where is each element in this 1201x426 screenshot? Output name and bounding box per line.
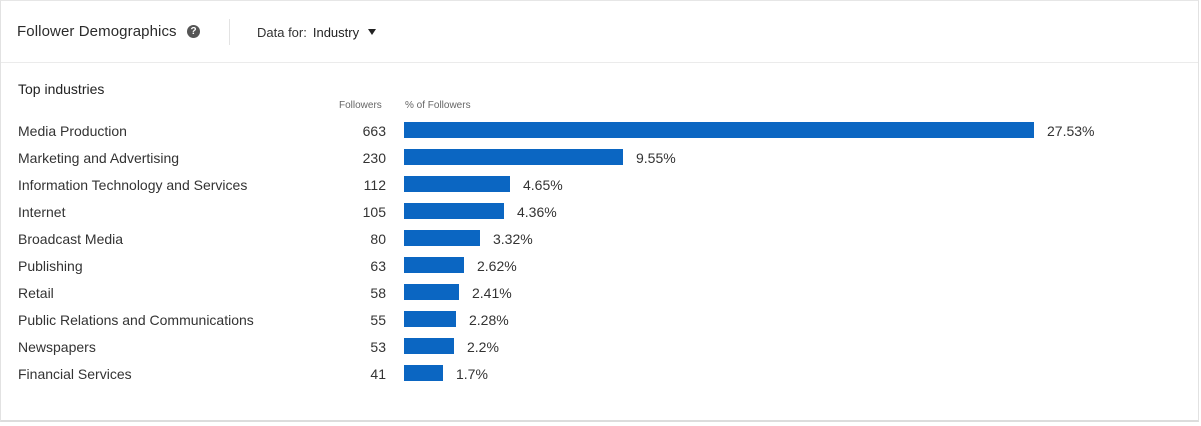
section-title: Top industries — [18, 81, 105, 97]
industry-name: Media Production — [18, 123, 127, 139]
data-for-label: Data for: — [257, 25, 307, 40]
industry-name: Marketing and Advertising — [18, 150, 180, 166]
header-divider — [229, 19, 230, 45]
data-for-value: Industry — [312, 25, 360, 40]
table-row: Retail 58 2.41% — [1, 284, 1200, 311]
table-row: Internet 105 4.36% — [1, 203, 1200, 230]
table-row: Broadcast Media 80 3.32% — [1, 230, 1200, 257]
industry-name: Financial Services — [18, 366, 132, 382]
industry-name: Information Technology and Services — [18, 177, 248, 193]
percent-label: 4.36% — [517, 204, 557, 220]
percent-bar — [404, 257, 464, 273]
percent-bar — [404, 338, 454, 354]
table-row: Marketing and Advertising 230 9.55% — [1, 149, 1200, 176]
help-icon[interactable]: ? — [187, 25, 200, 38]
percent-bar — [404, 176, 510, 192]
percent-label: 2.28% — [469, 312, 509, 328]
percent-label: 2.2% — [467, 339, 499, 355]
panel-header: Follower Demographics ? Data for: Indust… — [1, 1, 1198, 63]
follower-count: 663 — [362, 123, 386, 139]
percent-bar — [404, 284, 459, 300]
follower-count: 55 — [370, 312, 386, 328]
percent-bar — [404, 311, 456, 327]
industry-name: Retail — [18, 285, 54, 301]
percent-bar — [404, 203, 504, 219]
table-row: Financial Services 41 1.7% — [1, 365, 1200, 392]
table-row: Public Relations and Communications 55 2.2… — [1, 311, 1200, 338]
caret-down-icon — [368, 28, 377, 35]
table-row: Information Technology and Services 112 4.… — [1, 176, 1200, 203]
column-header-followers: Followers — [339, 100, 382, 111]
follower-count: 53 — [370, 339, 386, 355]
percent-bar — [404, 122, 1034, 138]
percent-label: 1.7% — [456, 366, 488, 382]
table-row: Media Production 663 27.53% — [1, 122, 1200, 149]
panel-title: Follower Demographics — [17, 23, 177, 40]
follower-count: 63 — [370, 258, 386, 274]
data-for-dropdown[interactable]: Data for: Industry — [257, 25, 377, 40]
industry-name: Publishing — [18, 258, 83, 274]
percent-label: 2.62% — [477, 258, 517, 274]
percent-label: 2.41% — [472, 285, 512, 301]
industry-name: Newspapers — [18, 339, 96, 355]
follower-count: 58 — [370, 285, 386, 301]
percent-bar — [404, 149, 623, 165]
industry-name: Broadcast Media — [18, 231, 124, 247]
follower-count: 112 — [363, 177, 386, 193]
table-row: Newspapers 53 2.2% — [1, 338, 1200, 365]
follower-count: 41 — [370, 366, 386, 382]
column-header-percent: % of Followers — [405, 100, 471, 111]
percent-bar — [404, 365, 443, 381]
table-row: Publishing 63 2.62% — [1, 257, 1200, 284]
percent-label: 27.53% — [1047, 123, 1095, 139]
percent-bar — [404, 230, 480, 246]
percent-label: 4.65% — [523, 177, 563, 193]
percent-label: 3.32% — [493, 231, 533, 247]
follower-count: 80 — [370, 231, 386, 247]
percent-label: 9.55% — [636, 150, 676, 166]
follower-count: 230 — [362, 150, 386, 166]
industry-name: Internet — [18, 204, 66, 220]
industry-name: Public Relations and Communications — [18, 312, 254, 328]
follower-count: 105 — [362, 204, 386, 220]
